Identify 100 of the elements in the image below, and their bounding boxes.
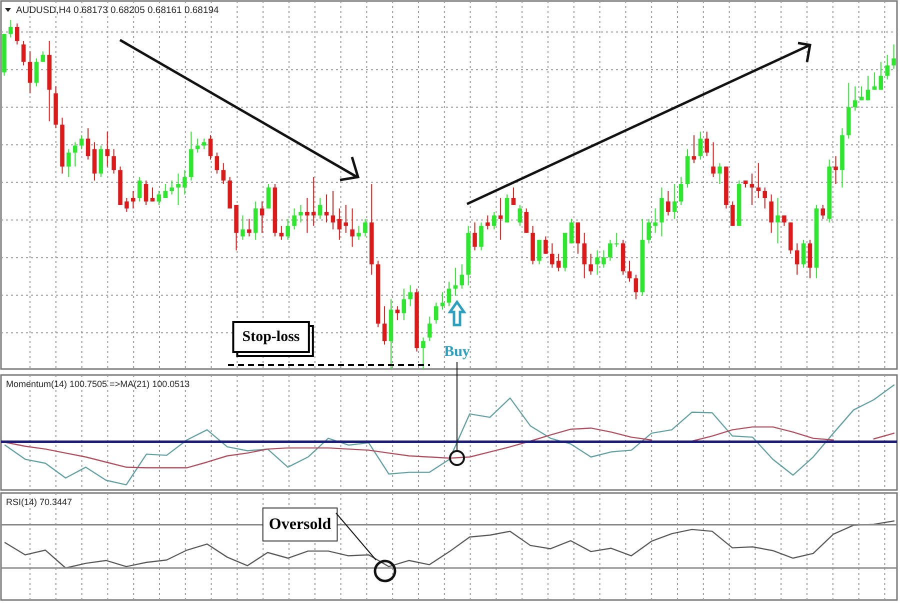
candlestick xyxy=(762,187,767,209)
candlestick xyxy=(653,208,658,234)
candlestick xyxy=(79,134,84,150)
candlestick xyxy=(260,200,264,234)
candlestick xyxy=(718,162,722,185)
candlestick xyxy=(266,184,271,209)
candlestick xyxy=(286,218,290,240)
candlestick xyxy=(511,187,516,206)
candlestick xyxy=(298,204,303,223)
candlestick xyxy=(472,222,477,251)
candlestick xyxy=(170,180,174,195)
candlestick xyxy=(672,184,677,220)
candlestick xyxy=(73,142,78,168)
candlestick xyxy=(608,239,612,262)
candlestick xyxy=(866,75,870,101)
candlestick xyxy=(221,162,226,185)
annotation: Oversold xyxy=(268,516,332,533)
candlestick xyxy=(892,44,896,70)
candlestick xyxy=(872,72,877,90)
candlestick xyxy=(859,86,864,101)
candlestick xyxy=(595,250,600,276)
candlestick xyxy=(698,131,703,160)
candlestick xyxy=(646,218,651,244)
candlestick xyxy=(240,214,245,240)
candlestick xyxy=(292,208,296,230)
candlestick xyxy=(769,194,774,234)
candlestick xyxy=(666,190,670,216)
candlestick xyxy=(730,200,735,226)
candlestick xyxy=(885,54,890,80)
candlestick xyxy=(330,190,336,230)
candlestick xyxy=(402,288,406,321)
candlestick xyxy=(363,218,368,237)
candlestick xyxy=(801,239,806,268)
candlestick xyxy=(408,284,412,307)
candlestick xyxy=(34,58,39,87)
candlestick xyxy=(556,253,561,272)
candlestick xyxy=(356,225,361,240)
candlestick xyxy=(124,197,129,212)
candlestick xyxy=(582,232,586,279)
candlestick xyxy=(453,267,458,296)
candlestick xyxy=(208,134,213,160)
candlestick xyxy=(756,162,761,198)
candlestick xyxy=(569,218,574,244)
candlestick xyxy=(576,222,580,254)
candlestick xyxy=(711,142,716,178)
candlestick xyxy=(834,156,838,185)
candlestick xyxy=(852,86,858,112)
candlestick xyxy=(305,197,310,234)
candlestick xyxy=(428,316,432,342)
candlestick xyxy=(395,306,400,321)
candlestick xyxy=(105,131,110,168)
candlestick xyxy=(820,204,825,220)
chart-title: Momentum(14) 100.7505 =>MA(21) 100.0513 xyxy=(6,379,190,389)
candlestick xyxy=(492,211,496,230)
candlestick xyxy=(550,242,554,268)
candlestick xyxy=(8,20,13,38)
candlestick xyxy=(131,190,136,209)
candlestick xyxy=(150,187,155,202)
candlestick xyxy=(137,176,142,202)
candlestick xyxy=(337,208,342,240)
candlestick xyxy=(318,197,322,220)
candlestick xyxy=(602,250,606,268)
candlestick xyxy=(588,253,593,276)
candlestick xyxy=(382,306,387,346)
candlestick xyxy=(112,148,116,174)
candlestick xyxy=(524,208,528,234)
candlestick xyxy=(144,180,148,206)
candlestick xyxy=(794,242,800,276)
candlestick xyxy=(214,152,220,174)
candlestick xyxy=(446,281,452,307)
candlestick xyxy=(440,292,445,310)
candlestick xyxy=(202,138,206,150)
candlestick xyxy=(434,302,438,324)
candlestick xyxy=(279,225,284,240)
candlestick xyxy=(498,197,503,240)
candlestick xyxy=(627,260,632,282)
candlestick xyxy=(176,173,180,206)
candlestick xyxy=(195,138,200,154)
candlestick xyxy=(40,50,46,62)
candlestick xyxy=(156,190,162,206)
candlestick xyxy=(518,204,522,226)
candlestick xyxy=(678,176,684,206)
candlestick xyxy=(750,173,754,206)
candlestick xyxy=(692,134,696,164)
candlestick xyxy=(14,22,20,45)
annotation: Buy xyxy=(444,344,470,360)
annotation: Stop-loss xyxy=(242,329,300,345)
candlestick xyxy=(344,204,348,234)
candlestick xyxy=(486,214,490,230)
candlestick xyxy=(324,194,329,223)
candlestick xyxy=(544,236,548,254)
candlestick xyxy=(460,264,464,290)
candlestick xyxy=(163,184,168,198)
candlestick xyxy=(247,218,252,237)
candlestick xyxy=(28,50,32,94)
candlestick xyxy=(537,239,542,265)
candlestick xyxy=(86,128,90,160)
candlestick xyxy=(776,197,780,244)
candlestick xyxy=(66,148,71,178)
candlestick xyxy=(421,337,426,370)
